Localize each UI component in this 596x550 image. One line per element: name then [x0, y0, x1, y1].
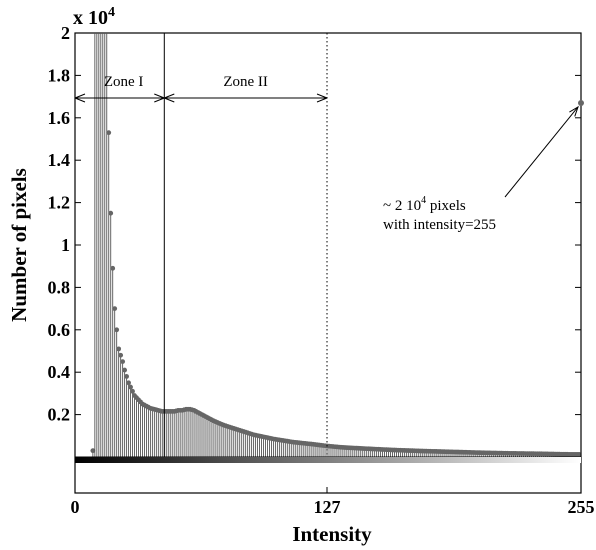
annotation-line-1: ~ 2 104 pixels	[383, 195, 466, 214]
stem-marker	[122, 367, 128, 373]
stem-marker	[108, 210, 114, 216]
y-axis-title: Number of pixels	[7, 168, 31, 322]
y-tick-label: 1.6	[48, 108, 71, 128]
y-scale-label: x 104	[73, 5, 115, 29]
y-tick-label: 0.8	[48, 277, 71, 297]
y-scale-base: x 10	[73, 7, 108, 29]
annotation-line-1-prefix: ~ 2 10	[383, 198, 421, 214]
x-axis-title: Intensity	[292, 522, 372, 546]
grayscale-intensity-bar	[75, 457, 581, 463]
stem-marker	[126, 380, 131, 386]
x-axis-ticks: 0 127 255	[71, 487, 595, 517]
y-tick-label: 1.8	[48, 65, 71, 85]
stem-marker	[114, 327, 120, 333]
zone-1-label: Zone I	[104, 74, 144, 90]
stem-marker	[118, 352, 124, 358]
annotation-arrow-head	[569, 105, 579, 117]
stem-marker	[130, 388, 135, 394]
stem-marker	[90, 448, 96, 454]
stem-marker	[116, 346, 122, 352]
annotation-line-1-exponent: 4	[421, 195, 426, 206]
x-tick-label: 255	[568, 497, 595, 517]
annotation-line-2: with intensity=255	[383, 217, 496, 233]
y-tick-label: 0.6	[48, 320, 71, 340]
y-tick-label: 2	[61, 23, 70, 43]
y-tick-label: 1	[61, 235, 70, 255]
zone-2-arrow	[164, 93, 328, 103]
x-tick-label: 0	[71, 497, 80, 517]
y-tick-label: 0.4	[48, 362, 71, 382]
stem-marker	[120, 359, 126, 364]
arrow-head-left	[164, 93, 175, 103]
y-tick-label: 1.2	[48, 193, 71, 213]
arrow-head-left	[74, 93, 86, 103]
stem-marker	[124, 374, 129, 379]
stem-marker	[110, 265, 116, 271]
zone-2-label: Zone II	[223, 74, 268, 90]
annotation-line-1-suffix: pixels	[426, 198, 466, 214]
y-tick-label: 0.2	[48, 405, 71, 425]
stem-marker	[576, 452, 582, 457]
stem-marker	[128, 384, 133, 390]
y-axis-ticks: 0.2 0.4 0.6 0.8 1 1.2 1.4 1.6 1.8 2	[48, 23, 581, 425]
arrow-head-right	[316, 93, 328, 103]
annotation-arrow	[504, 105, 579, 198]
y-tick-label: 1.4	[48, 150, 71, 170]
zone-1-arrow	[74, 93, 165, 103]
stem-marker	[106, 130, 112, 136]
x-tick-label: 127	[314, 497, 341, 517]
stem-series	[90, 33, 584, 457]
stem-marker	[112, 306, 118, 311]
plot-frame	[74, 32, 582, 494]
annotation-arrow-shaft	[504, 106, 579, 198]
arrow-head-right	[154, 93, 165, 103]
stem-marker-255	[578, 99, 584, 106]
y-scale-exponent: 4	[108, 5, 115, 20]
